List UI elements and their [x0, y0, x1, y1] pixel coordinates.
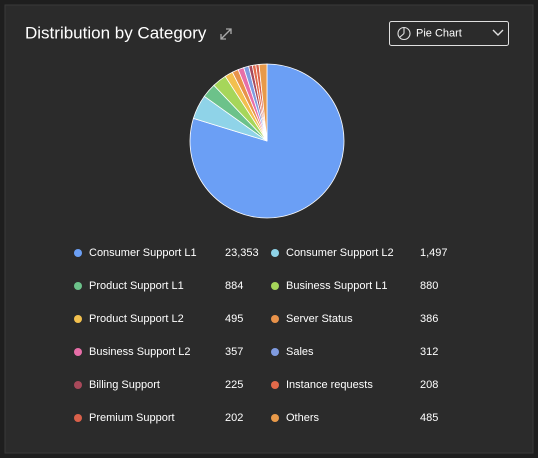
legend-label: Product Support L1 [89, 280, 184, 292]
legend-label: Product Support L2 [89, 313, 184, 325]
legend-label: Premium Support [89, 412, 175, 424]
legend-swatch [271, 249, 279, 257]
legend-value: 880 [420, 280, 438, 292]
dropdown-label: Pie Chart [416, 27, 462, 39]
legend-swatch [74, 414, 82, 422]
legend-swatch [271, 282, 279, 290]
legend-value: 23,353 [225, 247, 259, 259]
chart-title: Distribution by Category [25, 23, 207, 42]
legend-label: Others [286, 412, 320, 424]
pie-slice [189, 63, 345, 219]
legend-swatch [74, 381, 82, 389]
legend-swatch [271, 348, 279, 356]
legend-label: Instance requests [286, 379, 373, 391]
chart-type-dropdown[interactable]: Pie Chart [389, 21, 509, 46]
pie-slice [258, 63, 268, 142]
legend-label: Business Support L1 [286, 280, 388, 292]
legend-label: Server Status [286, 313, 353, 325]
legend-value: 1,497 [420, 247, 448, 259]
legend-value: 495 [225, 313, 243, 325]
legend-value: 208 [420, 379, 438, 391]
legend-swatch [271, 315, 279, 323]
legend-label: Consumer Support L1 [89, 247, 197, 259]
legend-swatch [74, 348, 82, 356]
legend-swatch [271, 414, 279, 422]
legend-swatch [74, 282, 82, 290]
legend-swatch [271, 381, 279, 389]
legend-value: 312 [420, 346, 438, 358]
expand-icon[interactable] [220, 28, 232, 40]
legend-label: Business Support L2 [89, 346, 191, 358]
legend-value: 485 [420, 412, 438, 424]
legend-value: 225 [225, 379, 243, 391]
legend-swatch [74, 249, 82, 257]
legend-label: Sales [286, 346, 314, 358]
legend-label: Consumer Support L2 [286, 247, 394, 259]
legend-label: Billing Support [89, 379, 160, 391]
legend-value: 202 [225, 412, 243, 424]
legend-value: 386 [420, 313, 438, 325]
legend-value: 884 [225, 280, 243, 292]
legend-value: 357 [225, 346, 243, 358]
legend-swatch [74, 315, 82, 323]
